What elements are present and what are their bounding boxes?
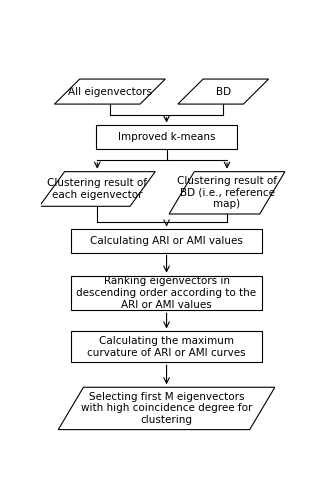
Text: Calculating the maximum
curvature of ARI or AMI curves: Calculating the maximum curvature of ARI… <box>87 336 246 357</box>
Polygon shape <box>55 79 165 104</box>
Bar <box>71 276 262 310</box>
Text: BD: BD <box>216 86 231 97</box>
Bar <box>71 230 262 252</box>
Text: Selecting first M eigenvectors
with high coincidence degree for
clustering: Selecting first M eigenvectors with high… <box>81 392 252 425</box>
Text: Clustering result of
BD (i.e., reference
map): Clustering result of BD (i.e., reference… <box>177 176 277 210</box>
Bar <box>96 126 237 148</box>
Text: Improved k-means: Improved k-means <box>118 132 215 142</box>
Polygon shape <box>178 79 268 104</box>
Polygon shape <box>39 172 155 206</box>
Polygon shape <box>58 387 275 430</box>
Text: All eigenvectors: All eigenvectors <box>68 86 152 97</box>
Text: Clustering result of
each eigenvector: Clustering result of each eigenvector <box>47 178 147 200</box>
Text: Calculating ARI or AMI values: Calculating ARI or AMI values <box>90 236 243 246</box>
Text: Ranking eigenvectors in
descending order according to the
ARI or AMI values: Ranking eigenvectors in descending order… <box>76 276 257 310</box>
Bar <box>71 332 262 362</box>
Polygon shape <box>169 172 285 214</box>
